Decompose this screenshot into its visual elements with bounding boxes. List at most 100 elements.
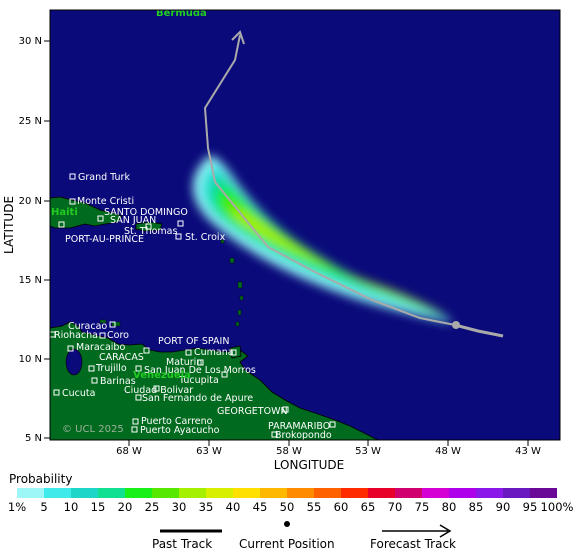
current-position-label: Current Position bbox=[239, 537, 335, 551]
scale-swatch bbox=[98, 488, 125, 498]
scale-label: 75 bbox=[414, 500, 430, 514]
probability-scale bbox=[17, 488, 557, 498]
scale-label: 5 bbox=[40, 500, 48, 514]
place-tucupita: Tucupita bbox=[178, 375, 219, 386]
land-puerto-rico bbox=[135, 221, 163, 232]
place-barinas: Barinas bbox=[100, 376, 136, 387]
place-curacao: Curacao bbox=[68, 321, 107, 332]
place-monte-cristi: Monte Cristi bbox=[77, 196, 134, 207]
place-maracaibo: Maracaibo bbox=[76, 342, 125, 353]
latitude-axis: 30 N 25 N 20 N 15 N 10 N 5 N LATITUDE bbox=[2, 36, 50, 444]
forecast-track-line bbox=[203, 34, 456, 326]
country-venezuela: Venezuela bbox=[133, 370, 191, 381]
y-axis-title: LATITUDE bbox=[2, 196, 16, 254]
watermark: © UCL 2025 bbox=[62, 424, 124, 435]
place-maturin: Maturin bbox=[166, 357, 202, 368]
place-georgetown: GEORGETOWN bbox=[217, 406, 288, 417]
scale-label: 60 bbox=[333, 500, 349, 514]
lat-tick-label: 10 N bbox=[19, 354, 42, 365]
past-track-label: Past Track bbox=[152, 537, 213, 551]
place-cucuta: Cucuta bbox=[62, 388, 95, 399]
place-paramaribo: PARAMARIBO bbox=[268, 421, 330, 432]
scale-label: 20 bbox=[117, 500, 133, 514]
place-ciudad-bolivar: Ciudad Bolivar bbox=[124, 385, 193, 396]
scale-label: 90 bbox=[495, 500, 511, 514]
place-labels: Grand Turk Monte Cristi SANTO DOMINGO SA… bbox=[54, 172, 332, 441]
lon-tick-label: 53 W bbox=[355, 446, 381, 457]
scale-label: 80 bbox=[441, 500, 457, 514]
place-puerto-carreno: Puerto Carreno bbox=[141, 416, 213, 427]
place-brokopondo: Brokopondo bbox=[275, 430, 332, 441]
scale-swatch bbox=[44, 488, 71, 498]
place-san-juan-de-los-morros: San Juan De Los Morros bbox=[144, 365, 256, 376]
scale-label: 25 bbox=[144, 500, 160, 514]
place-st-croix: St. Croix bbox=[185, 232, 226, 243]
place-trujillo: Trujillo bbox=[95, 363, 127, 374]
place-caracas: CARACAS bbox=[99, 352, 144, 363]
place-st-thomas: St. Thomas bbox=[124, 226, 178, 237]
place-puerto-ayacucho: Puerto Ayacucho bbox=[140, 425, 220, 436]
scale-swatch bbox=[368, 488, 395, 498]
lat-tick-label: 5 N bbox=[25, 433, 42, 444]
place-san-juan: SAN JUAN bbox=[110, 215, 156, 226]
country-haiti: Haiti bbox=[51, 207, 78, 218]
scale-label: 65 bbox=[360, 500, 376, 514]
scale-label: 30 bbox=[171, 500, 187, 514]
forecast-track-label: Forecast Track bbox=[370, 537, 456, 551]
lat-tick-label: 15 N bbox=[19, 275, 42, 286]
scale-label: 50 bbox=[279, 500, 295, 514]
place-coro: Coro bbox=[107, 330, 129, 341]
scale-label: 10 bbox=[63, 500, 79, 514]
lat-tick-label: 30 N bbox=[19, 36, 42, 47]
forecast-track-arrowhead bbox=[231, 30, 245, 45]
scale-label: 35 bbox=[198, 500, 214, 514]
scale-swatch bbox=[152, 488, 179, 498]
x-axis-title: LONGITUDE bbox=[274, 458, 344, 472]
scale-label: 100% bbox=[540, 500, 574, 514]
scale-swatch bbox=[476, 488, 503, 498]
scale-swatch bbox=[395, 488, 422, 498]
legend-title: Probability bbox=[9, 472, 73, 486]
land-hispaniola bbox=[50, 196, 123, 229]
scale-swatch bbox=[71, 488, 98, 498]
place-port-of-spain: PORT OF SPAIN bbox=[158, 336, 229, 347]
current-position-marker bbox=[452, 321, 460, 329]
country-bermuda: Bermuda bbox=[156, 8, 207, 19]
longitude-axis: 68 W 63 W 58 W 53 W 48 W 43 W LONGITUDE bbox=[116, 440, 541, 472]
scale-label: 45 bbox=[252, 500, 268, 514]
lake-maracaibo bbox=[65, 348, 83, 376]
plot-frame bbox=[49, 9, 561, 441]
scale-swatch bbox=[260, 488, 287, 498]
place-san-fernando-de-apure: San Fernando de Apure bbox=[142, 393, 253, 404]
scale-swatch bbox=[530, 488, 557, 498]
scale-swatch bbox=[449, 488, 476, 498]
scale-swatch bbox=[17, 488, 44, 498]
place-grand-turk: Grand Turk bbox=[78, 172, 130, 183]
scale-label: 55 bbox=[306, 500, 322, 514]
scale-swatch bbox=[314, 488, 341, 498]
scale-label: 85 bbox=[468, 500, 484, 514]
scale-swatch bbox=[503, 488, 530, 498]
forecast-track-symbol-arrow bbox=[439, 524, 452, 538]
probability-scale-labels: 1% 5 10 15 20 25 30 35 40 45 50 55 60 65 70 75 80 85 90 95 1… bbox=[0, 500, 580, 514]
scale-swatch bbox=[422, 488, 449, 498]
scale-label: 95 bbox=[522, 500, 538, 514]
lat-tick-label: 20 N bbox=[19, 196, 42, 207]
current-position-symbol bbox=[284, 521, 290, 527]
city-markers bbox=[50, 173, 336, 438]
lon-tick-label: 68 W bbox=[116, 446, 142, 457]
place-cumana: Cumana bbox=[194, 347, 234, 358]
lon-tick-label: 43 W bbox=[515, 446, 541, 457]
probability-cone bbox=[193, 156, 452, 323]
lon-tick-label: 58 W bbox=[276, 446, 302, 457]
lesser-antilles bbox=[99, 239, 244, 327]
lon-tick-label: 63 W bbox=[196, 446, 222, 457]
place-riohacha: Riohacha bbox=[54, 330, 98, 341]
scale-label: 40 bbox=[225, 500, 241, 514]
scale-label: 70 bbox=[387, 500, 403, 514]
land-south-america bbox=[50, 321, 379, 440]
place-santo-domingo: SANTO DOMINGO bbox=[104, 207, 188, 218]
past-track-line bbox=[454, 323, 504, 338]
scale-swatch bbox=[179, 488, 206, 498]
